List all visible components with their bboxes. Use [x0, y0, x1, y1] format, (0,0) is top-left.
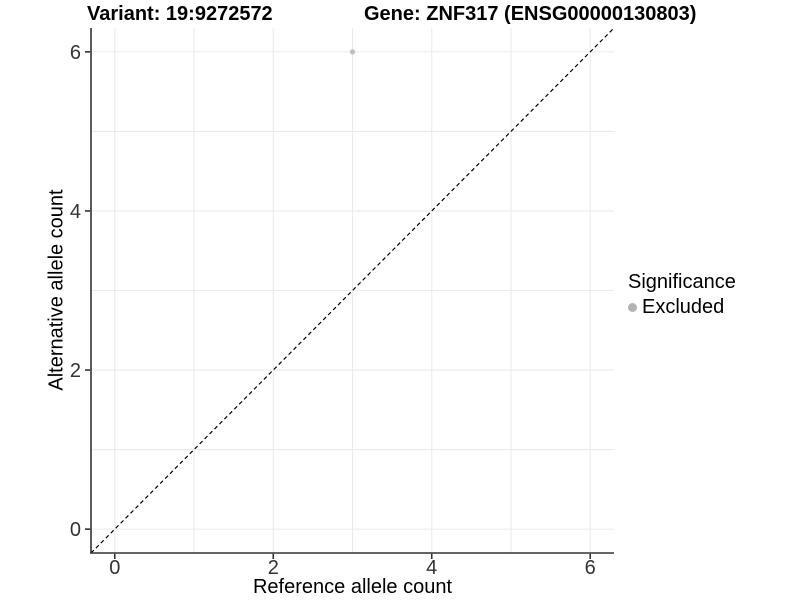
plot-title-gene: Gene: ZNF317 (ENSG00000130803) — [364, 3, 697, 25]
legend-title: Significance — [628, 271, 736, 293]
x-tick-label: 6 — [585, 557, 596, 579]
legend-entry-label: Excluded — [642, 296, 725, 318]
y-axis-title: Alternative allele count — [45, 189, 68, 391]
legend: Significance Excluded — [628, 271, 736, 319]
x-tick-label: 0 — [109, 557, 120, 579]
y-tick-label: 6 — [70, 42, 81, 64]
legend-point-icon — [628, 303, 637, 312]
identity-line — [90, 27, 615, 554]
x-tick-label: 4 — [426, 557, 437, 579]
y-tick-label: 4 — [70, 201, 81, 223]
y-tick-label: 0 — [70, 519, 81, 541]
x-tick-label: 2 — [268, 557, 279, 579]
legend-entry-excluded: Excluded — [628, 296, 736, 319]
x-axis-title: Reference allele count — [252, 576, 452, 598]
data-point — [349, 49, 356, 55]
plot-title-variant: Variant: 19:9272572 — [87, 3, 273, 25]
y-tick-label: 2 — [70, 360, 81, 382]
